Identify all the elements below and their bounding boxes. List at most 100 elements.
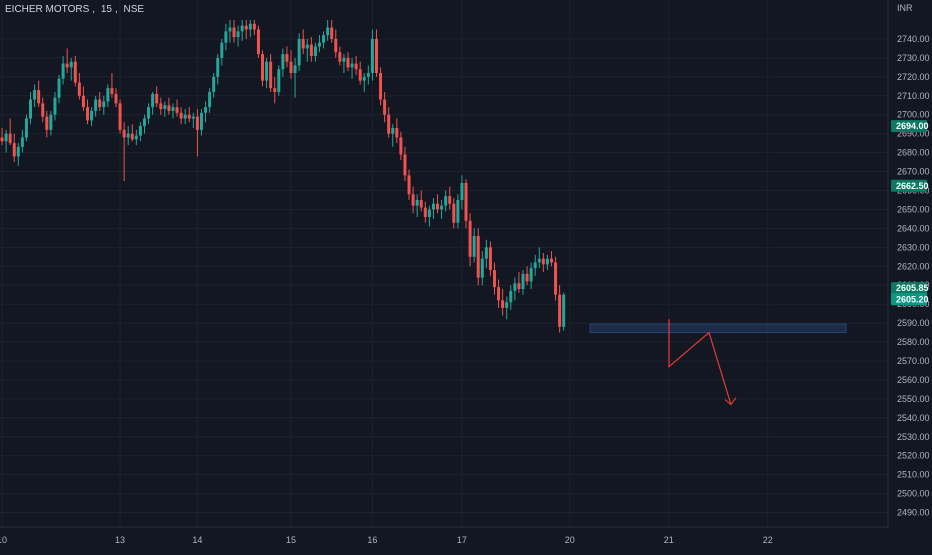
candle-body: [228, 27, 232, 32]
price-badge-label: 2662.50: [896, 181, 929, 191]
candle-body: [346, 57, 350, 68]
price-badge-bg: [891, 282, 927, 295]
candle-body: [354, 63, 358, 70]
candle: [488, 241, 492, 276]
candle: [122, 122, 126, 182]
candle: [29, 91, 33, 125]
candle-body: [73, 61, 77, 83]
candle-body: [537, 258, 541, 263]
candle-body: [358, 69, 362, 81]
candle-body: [163, 105, 167, 110]
candle: [269, 54, 273, 92]
candle-body: [199, 112, 203, 130]
candle: [326, 20, 330, 41]
candle-body: [118, 103, 122, 130]
candle: [106, 84, 110, 108]
candle-body: [415, 199, 419, 206]
candle: [493, 262, 497, 295]
price-tick-label: 2580.00: [897, 337, 930, 347]
candle-body: [212, 76, 216, 92]
candle-body: [289, 61, 293, 74]
time-tick-label: 14: [192, 535, 202, 545]
candle-body: [208, 91, 212, 108]
candle: [301, 29, 305, 55]
candle-body: [122, 129, 126, 138]
candle: [256, 25, 260, 58]
candle-body: [29, 99, 33, 119]
candle: [199, 109, 203, 136]
price-badge: 2605.20: [891, 293, 929, 306]
price-tick-label: 2590.00: [897, 318, 930, 328]
candle: [480, 251, 484, 286]
candle-body: [350, 63, 354, 68]
price-tick-label: 2570.00: [897, 356, 930, 366]
candle-body: [24, 118, 28, 138]
price-tick-label: 2620.00: [897, 261, 930, 271]
candle: [228, 20, 232, 43]
candle: [220, 38, 224, 66]
price-tick-label: 2510.00: [897, 470, 930, 480]
candle: [403, 146, 407, 182]
candle-body: [533, 262, 537, 269]
candle-body: [8, 133, 12, 144]
candle-body: [191, 116, 195, 119]
candle-body: [488, 247, 492, 271]
time-tick-label: 22: [763, 535, 773, 545]
candle: [232, 20, 236, 43]
candle: [130, 124, 134, 142]
price-tick-label: 2710.00: [897, 91, 930, 101]
candle: [464, 179, 468, 229]
candle: [472, 228, 476, 263]
price-tick-label: 2630.00: [897, 242, 930, 252]
candle: [41, 97, 45, 123]
candle: [265, 57, 269, 89]
price-badge: 2605.85: [891, 282, 929, 295]
candle: [248, 20, 252, 38]
price-badge-bg: [891, 179, 927, 192]
candle-body: [273, 88, 277, 92]
candle: [456, 194, 460, 229]
candle: [57, 74, 61, 104]
candle-body: [175, 107, 179, 113]
candle: [346, 52, 350, 72]
candle-body: [12, 143, 16, 157]
candle-body: [130, 133, 134, 140]
candle-body: [366, 73, 370, 77]
chart-title: EICHER MOTORS, 15, NSE: [5, 4, 145, 15]
candle: [236, 25, 240, 47]
price-badge-label: 2605.20: [896, 294, 929, 304]
candle: [440, 199, 444, 219]
candle-body: [155, 93, 159, 104]
candle-body: [224, 31, 228, 43]
candle-body: [395, 127, 399, 138]
candle: [533, 254, 537, 276]
symbol-name: EICHER MOTORS: [5, 4, 90, 15]
candle-body: [549, 258, 553, 263]
candle-body: [464, 182, 468, 221]
candle: [289, 50, 293, 79]
candle-body: [195, 116, 199, 130]
candle: [159, 97, 163, 115]
candle-body: [179, 112, 183, 119]
price-badge: 2694.00: [891, 120, 929, 133]
candle-body: [330, 27, 334, 39]
candle-body: [204, 107, 208, 113]
candle: [216, 54, 220, 85]
candle: [191, 112, 195, 128]
candle-body: [277, 69, 281, 92]
candle-body: [41, 103, 45, 117]
candle: [175, 99, 179, 117]
candle-body: [403, 154, 407, 176]
candle-body: [220, 42, 224, 58]
time-tick-label: 10: [0, 535, 7, 545]
candle-body: [256, 29, 260, 55]
candle: [399, 131, 403, 161]
candle-body: [513, 283, 517, 291]
candle: [171, 103, 175, 119]
candle-body: [440, 205, 444, 210]
time-tick-label: 17: [457, 535, 467, 545]
candle-body: [305, 44, 309, 49]
candle: [110, 73, 114, 98]
